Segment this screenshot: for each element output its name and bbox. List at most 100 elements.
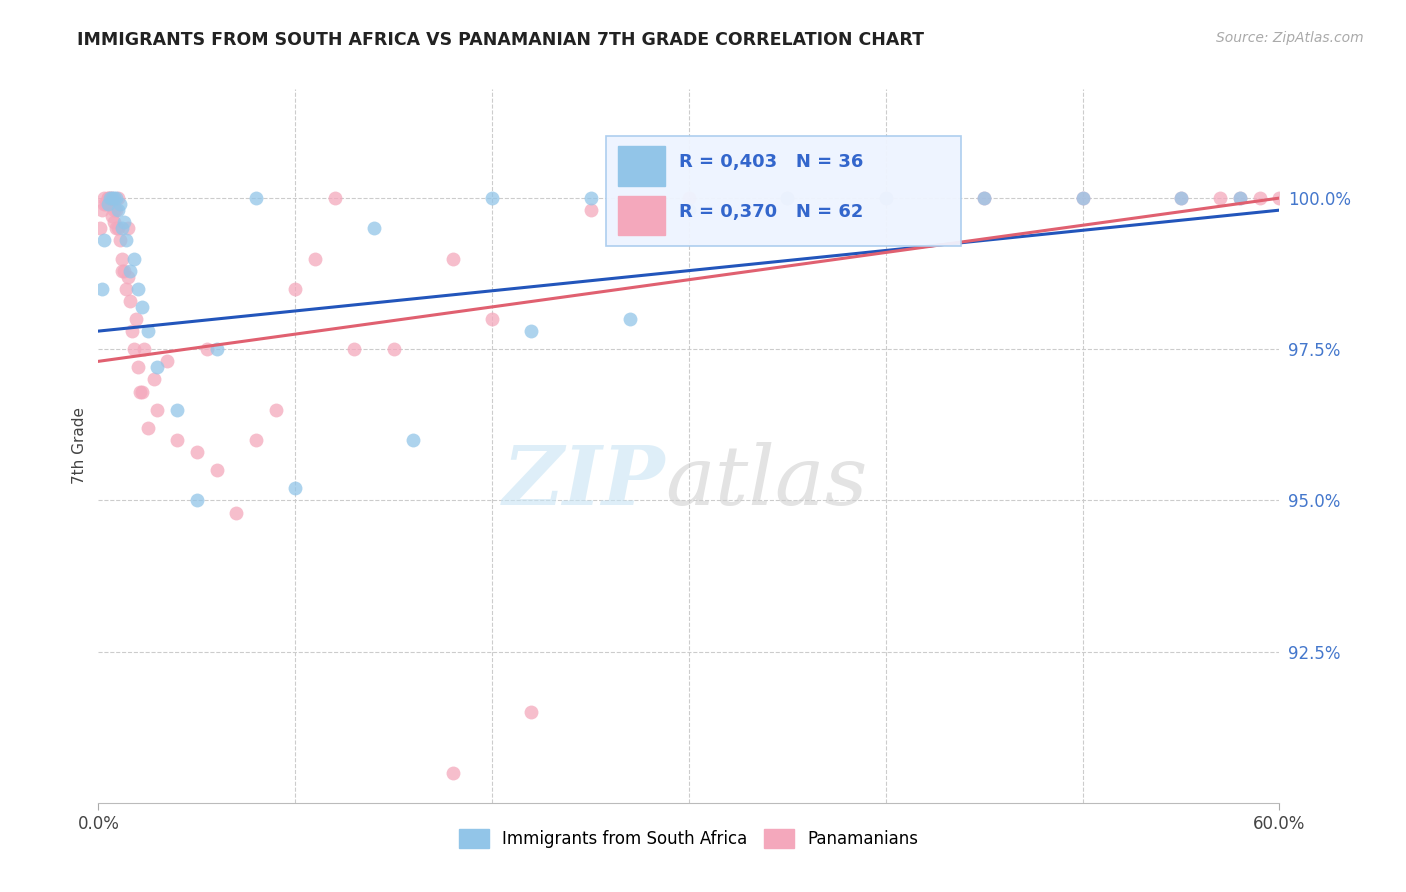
Point	[1209, 191, 1232, 205]
Point	[103, 203, 125, 218]
Y-axis label: 7th Grade: 7th Grade	[72, 408, 87, 484]
Point	[91, 282, 114, 296]
Point	[875, 191, 897, 205]
Point	[166, 433, 188, 447]
Point	[103, 215, 125, 229]
Point	[343, 343, 366, 357]
Point	[93, 197, 115, 211]
Point	[98, 191, 121, 205]
Point	[1071, 191, 1094, 205]
Text: Source: ZipAtlas.com: Source: ZipAtlas.com	[1216, 31, 1364, 45]
Point	[323, 191, 346, 205]
Point	[131, 384, 153, 399]
Point	[225, 506, 247, 520]
Point	[122, 343, 145, 357]
Point	[146, 402, 169, 417]
Point	[441, 765, 464, 780]
Point	[125, 312, 148, 326]
Bar	[619, 146, 665, 186]
Point	[520, 705, 543, 719]
Point	[579, 191, 602, 205]
Point	[108, 233, 131, 247]
Point	[93, 191, 115, 205]
Point	[98, 191, 121, 205]
Point	[678, 203, 700, 218]
Point	[97, 197, 120, 211]
Point	[1249, 191, 1271, 205]
Point	[875, 191, 897, 205]
Point	[107, 203, 129, 218]
Point	[132, 343, 155, 357]
Point	[205, 343, 228, 357]
Point	[1071, 191, 1094, 205]
Point	[115, 233, 138, 247]
Point	[101, 191, 124, 205]
Point	[245, 191, 267, 205]
Point	[166, 402, 188, 417]
Point	[111, 252, 134, 266]
Point	[363, 221, 385, 235]
Point	[115, 282, 138, 296]
Point	[91, 203, 114, 218]
Point	[142, 372, 165, 386]
Point	[127, 282, 149, 296]
Point	[101, 191, 124, 205]
Point	[136, 324, 159, 338]
Text: R = 0,370   N = 62: R = 0,370 N = 62	[679, 203, 863, 221]
Point	[97, 191, 120, 205]
Point	[89, 221, 111, 235]
Point	[127, 360, 149, 375]
Point	[973, 191, 995, 205]
Point	[520, 324, 543, 338]
Point	[131, 300, 153, 314]
Text: atlas: atlas	[665, 442, 868, 522]
FancyBboxPatch shape	[606, 136, 960, 246]
Point	[186, 493, 208, 508]
Point	[304, 252, 326, 266]
Point	[128, 384, 150, 399]
Point	[93, 233, 115, 247]
Point	[112, 263, 135, 277]
Point	[382, 343, 405, 357]
Point	[111, 221, 134, 235]
Point	[284, 481, 307, 495]
Point	[117, 221, 139, 235]
Point	[118, 263, 141, 277]
Point	[973, 191, 995, 205]
Point	[112, 215, 135, 229]
Point	[156, 354, 179, 368]
Point	[678, 191, 700, 205]
Text: R = 0,403   N = 36: R = 0,403 N = 36	[679, 153, 863, 171]
Legend: Immigrants from South Africa, Panamanians: Immigrants from South Africa, Panamanian…	[453, 822, 925, 855]
Point	[122, 252, 145, 266]
Point	[111, 263, 134, 277]
Point	[402, 433, 425, 447]
Point	[105, 191, 128, 205]
Point	[118, 293, 141, 308]
Point	[121, 324, 143, 338]
Point	[1229, 191, 1251, 205]
Point	[103, 191, 125, 205]
Point	[186, 445, 208, 459]
Point	[579, 203, 602, 218]
Point	[776, 191, 799, 205]
Point	[107, 191, 129, 205]
Point	[195, 343, 218, 357]
Point	[97, 191, 120, 205]
Point	[245, 433, 267, 447]
Point	[264, 402, 287, 417]
Point	[101, 209, 124, 223]
Point	[105, 203, 128, 218]
Point	[205, 463, 228, 477]
Point	[1170, 191, 1192, 205]
Point	[1268, 191, 1291, 205]
Point	[108, 197, 131, 211]
Point	[1170, 191, 1192, 205]
Point	[481, 312, 503, 326]
Point	[441, 252, 464, 266]
Point	[1229, 191, 1251, 205]
Point	[136, 421, 159, 435]
Point	[117, 269, 139, 284]
Point	[284, 282, 307, 296]
Point	[96, 197, 118, 211]
